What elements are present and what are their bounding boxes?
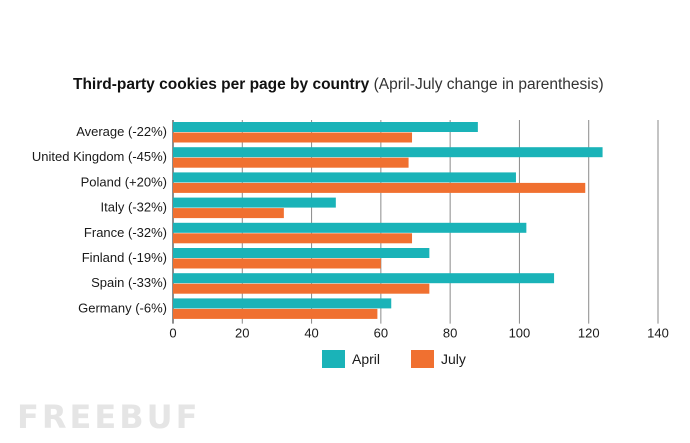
bar-july bbox=[173, 233, 413, 244]
chart-title-main: Third-party cookies per page by country bbox=[73, 76, 370, 93]
x-tick-label: 20 bbox=[235, 326, 249, 341]
category-label: France (-32%) bbox=[84, 225, 167, 240]
legend-label-april: April bbox=[352, 351, 380, 367]
bar-april bbox=[173, 273, 555, 284]
category-label: Spain (-33%) bbox=[91, 275, 167, 290]
chart-subtitle: (April-July change in parenthesis) bbox=[373, 76, 604, 93]
category-label: Finland (-19%) bbox=[82, 250, 167, 265]
category-label: Average (-22%) bbox=[76, 124, 167, 139]
bar-july bbox=[173, 208, 284, 219]
bar-april bbox=[173, 298, 392, 309]
legend-swatch-april bbox=[322, 350, 345, 368]
bar-july bbox=[173, 182, 586, 193]
x-tick-label: 80 bbox=[443, 326, 457, 341]
x-tick-label: 100 bbox=[509, 326, 531, 341]
bar-april bbox=[173, 172, 516, 183]
bar-july bbox=[173, 308, 378, 319]
x-tick-label: 60 bbox=[374, 326, 388, 341]
x-tick-label: 40 bbox=[304, 326, 318, 341]
legend-label-july: July bbox=[441, 351, 466, 367]
bar-april bbox=[173, 122, 478, 132]
category-label: Italy (-32%) bbox=[101, 200, 167, 215]
chart-title: Third-party cookies per page by country … bbox=[73, 76, 604, 94]
x-tick-label: 140 bbox=[647, 326, 669, 341]
category-label: Poland (+20%) bbox=[81, 174, 167, 189]
bar-april bbox=[173, 147, 603, 158]
x-tick-label: 120 bbox=[578, 326, 600, 341]
bar-july bbox=[173, 157, 409, 168]
bar-april bbox=[173, 222, 527, 233]
freebuf-watermark: FREEBUF bbox=[17, 398, 201, 436]
bar-april bbox=[173, 248, 430, 258]
legend-swatch-july bbox=[411, 350, 434, 368]
category-label: United Kingdom (-45%) bbox=[32, 149, 167, 164]
bar-july bbox=[173, 283, 430, 294]
x-tick-label: 0 bbox=[169, 326, 176, 341]
bar-july bbox=[173, 132, 413, 143]
bar-april bbox=[173, 197, 336, 208]
category-label: Germany (-6%) bbox=[78, 300, 167, 315]
bar-july bbox=[173, 258, 381, 269]
